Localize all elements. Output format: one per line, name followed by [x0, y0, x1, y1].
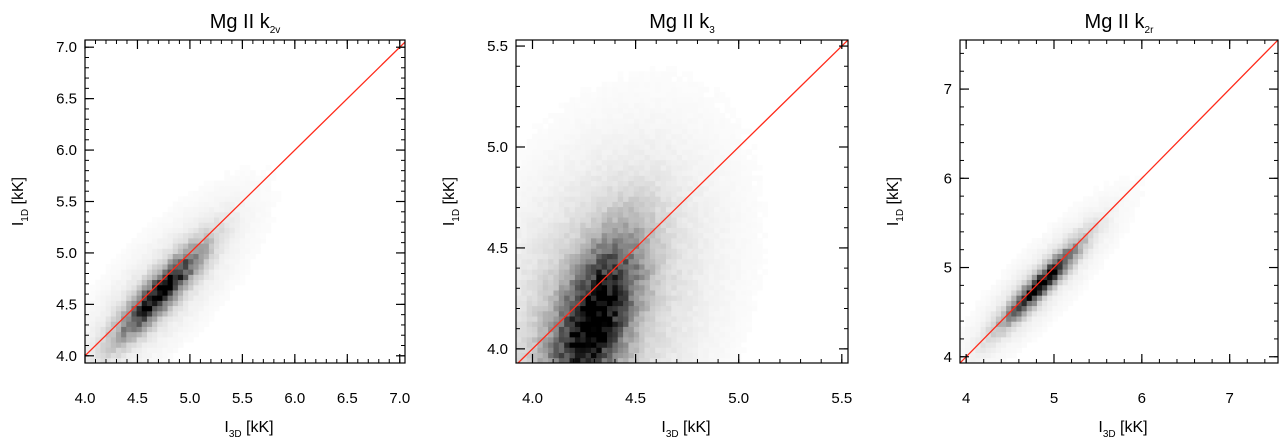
x-tick-label: 7.0: [389, 390, 410, 407]
y-tick-label: 5: [944, 260, 952, 277]
y-axis-label: I1D [kK]: [441, 177, 462, 226]
x-tick-label: 5.0: [728, 390, 749, 407]
density-heatmap: [516, 66, 769, 363]
reference-line-y-equals-x: [85, 41, 405, 357]
x-tick-label: 4.5: [127, 390, 148, 407]
y-tick-label: 5.0: [487, 139, 508, 156]
reference-line-y-equals-x: [517, 40, 848, 363]
plot-frame: [515, 39, 849, 364]
x-tick-label: 6.5: [337, 390, 358, 407]
plot-frame: [959, 39, 1279, 364]
x-tick-label: 4.5: [625, 390, 646, 407]
x-tick-label: 4.0: [522, 390, 543, 407]
density-heatmap: [85, 165, 282, 363]
chart-panel-3: 4 5 6 7 4 5 6 7 Mg II k2r I3D [kK] I1D [kK]: [885, 11, 1279, 440]
x-tick-label: 5: [1050, 390, 1058, 407]
y-tick-label: 4.5: [487, 240, 508, 257]
y-tick-label: 4.0: [56, 348, 77, 365]
reference-line-y-equals-x: [960, 40, 1278, 363]
x-tick-label: 7: [1226, 390, 1234, 407]
y-axis-label: I1D [kK]: [885, 177, 906, 226]
y-tick-label: 7.0: [56, 39, 77, 56]
y-tick-label: 6: [944, 170, 952, 187]
x-tick-label: 6: [1138, 390, 1146, 407]
y-axis-label: I1D [kK]: [10, 177, 31, 226]
x-tick-label: 5.0: [179, 390, 200, 407]
chart-title: Mg II k2r: [1085, 11, 1155, 36]
x-axis-label: I3D [kK]: [1098, 419, 1147, 440]
x-axis-label: I3D [kK]: [661, 419, 710, 440]
x-tick-label: 4.0: [75, 390, 96, 407]
y-tick-label: 6.0: [56, 142, 77, 159]
x-tick-label: 6.0: [284, 390, 305, 407]
chart-title: Mg II k2v: [210, 11, 281, 36]
chart-panel-1: 4.0 4.5 5.0 5.5 6.0 6.5 7.0 4.0 4.5 5.0 5.5 6.0 6.5 7…: [10, 11, 410, 440]
x-tick-label: 5.5: [831, 390, 852, 407]
y-tick-label: 4.0: [487, 341, 508, 358]
y-tick-label: 7: [944, 81, 952, 98]
x-tick-label: 4: [962, 390, 970, 407]
chart-panel-2: 4.0 4.5 5.0 5.5 4.0 4.5 5.0 5.5 Mg II k3 I3D [kK]…: [441, 11, 852, 440]
y-tick-label: 6.5: [56, 91, 77, 108]
y-tick-label: 4.5: [56, 296, 77, 313]
y-tick-label: 5.0: [56, 245, 77, 262]
y-tick-label: 5.5: [56, 194, 77, 211]
x-tick-label: 5.5: [232, 390, 253, 407]
x-axis-label: I3D [kK]: [224, 419, 273, 440]
y-tick-label: 4: [944, 349, 952, 366]
y-tick-label: 5.5: [487, 38, 508, 55]
chart-title: Mg II k3: [649, 11, 715, 36]
